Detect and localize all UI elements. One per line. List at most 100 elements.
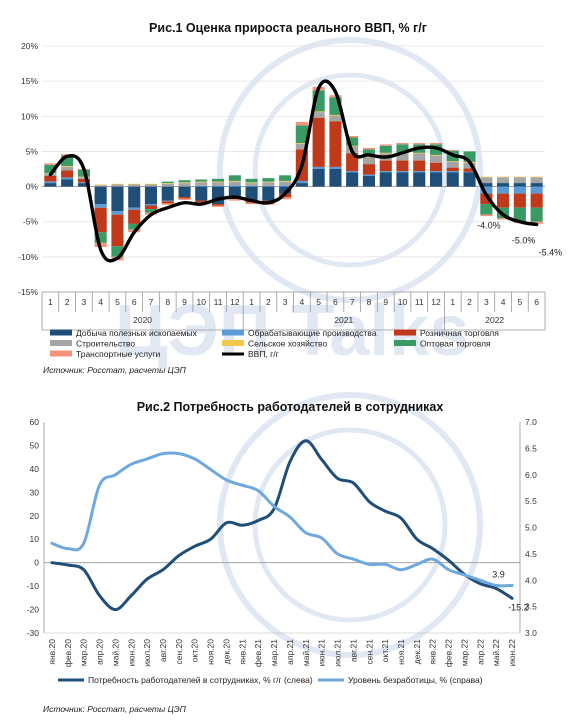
chart2-legend-label: Потребность работодателей в сотрудниках,… <box>88 675 313 685</box>
chart1-bar-segment <box>94 204 107 208</box>
chart1-bar-segment <box>44 181 57 184</box>
chart1-bar-segment <box>497 218 510 220</box>
chart2-x-tick: апр.20 <box>95 639 105 665</box>
chart2-x-tick: май.22 <box>491 639 501 666</box>
chart1-x-tick: 6 <box>132 297 137 307</box>
chart1-x-tick: 8 <box>165 297 170 307</box>
chart1-bar-segment <box>61 179 74 187</box>
chart1-x-tick: 5 <box>316 297 321 307</box>
chart1-bar-segment <box>195 186 208 201</box>
chart1-bar-segment <box>262 186 275 201</box>
chart1-bar-segment <box>144 186 157 205</box>
chart1-bar-segment <box>413 152 426 154</box>
chart1-bar-segment <box>245 202 258 205</box>
chart1-bar-segment <box>413 171 426 173</box>
chart1-bar-segment <box>379 152 392 154</box>
chart2-legend-label: Уровень безработицы, % (справа) <box>348 675 483 685</box>
chart1-bar-segment <box>362 176 375 187</box>
chart1-bar-segment <box>44 183 57 187</box>
chart1-bar-segment <box>245 185 258 187</box>
chart1-bar-segment <box>379 144 392 146</box>
chart1-gdp-line <box>48 79 539 263</box>
chart1-bar-segment <box>396 160 409 172</box>
chart2-line-unemployment <box>50 451 514 588</box>
chart1-bar-segment <box>228 181 241 186</box>
chart1-bar-segment <box>128 184 141 187</box>
chart1-legend-label: Оптовая торговля <box>420 339 491 349</box>
chart2-right-axis: 3.0 3.5 4.0 4.5 5.0 5.5 6.0 6.5 7.0 <box>525 417 537 638</box>
chart2-x-tick: янв.22 <box>428 639 438 665</box>
chart1-grid <box>42 45 545 293</box>
chart2-source: Источник: Росстат, расчеты ЦЭП <box>43 704 187 714</box>
chart1-bar-segment <box>530 183 543 187</box>
chart1-bar-segment <box>346 171 359 173</box>
chart2-x-tick: апр.21 <box>285 639 295 665</box>
chart2-x-tick: июн.21 <box>317 639 327 667</box>
chart1-bar-segment <box>413 143 426 145</box>
chart1-bar-segment <box>128 223 141 230</box>
chart1-bar-segment <box>480 177 493 183</box>
chart1-bar-segment <box>61 166 74 167</box>
chart1-bar-segment <box>161 186 174 201</box>
chart1-source: Источник: Росстат, расчеты ЦЭП <box>43 365 187 375</box>
chart1-legend-swatch <box>222 329 244 336</box>
chart1-x-tick: 7 <box>350 297 355 307</box>
chart2-right-tick: 6.0 <box>525 470 537 480</box>
chart1-bar-segment <box>346 172 359 187</box>
chart1-bar-segment <box>245 182 258 184</box>
chart1-x-tick: 1 <box>249 297 254 307</box>
chart1-x-tick: 3 <box>484 297 489 307</box>
chart2-x-tick: май.21 <box>301 639 311 666</box>
chart1-data-label: -4.0% <box>477 221 501 231</box>
chart1-x-tick: 2 <box>65 297 70 307</box>
chart1-bar-segment <box>346 145 359 147</box>
chart1-x-tick: 12 <box>230 297 240 307</box>
chart1-bar-segment <box>463 151 476 162</box>
chart1-bar-segment <box>446 167 459 172</box>
chart1-bar-segment <box>144 184 157 187</box>
chart2-legend: Потребность работодателей в сотрудниках,… <box>58 675 483 685</box>
chart1-bar-segment <box>77 177 90 179</box>
chart2-data-label: 3.9 <box>492 570 505 580</box>
chart1-bar-segment <box>161 183 174 184</box>
chart2-x-tick: окт.21 <box>380 639 390 663</box>
chart2-x-tick: ноя.21 <box>396 639 406 665</box>
chart1-bar-segment <box>497 177 510 183</box>
chart1-bars <box>44 86 543 261</box>
chart2-right-tick: 4.5 <box>525 549 537 559</box>
chart1-bar-segment <box>346 153 359 172</box>
chart1-legend-swatch <box>394 329 416 336</box>
chart1-bar-segment <box>144 183 157 185</box>
chart2-x-tick: дек.21 <box>412 639 422 664</box>
chart1-bar-segment <box>178 197 191 199</box>
chart2-x-tick: авг.21 <box>348 639 358 662</box>
chart1-bar-segment <box>463 162 476 169</box>
chart1-bar-segment <box>144 209 157 213</box>
chart1-y-tick: 10% <box>21 111 38 121</box>
chart1-bar-segment <box>228 175 241 181</box>
chart2-x-tick: мар.20 <box>79 639 89 666</box>
chart1-x-tick: 2 <box>266 297 271 307</box>
chart1-bar-segment <box>362 149 375 157</box>
chart1-bar-segment <box>212 205 225 207</box>
chart1-bar-segment <box>530 193 543 208</box>
chart1-bar-segment <box>446 162 459 168</box>
chart1-x-axis: 1 2 3 4 5 6 7 8 9 10 11 12 1 2 3 4 5 6 7 8 9 10 11 12 1 2 3 4 5 62020… <box>41 291 546 331</box>
chart1-bar-segment <box>212 178 225 182</box>
chart2-left-tick: 40 <box>30 464 40 474</box>
chart1-bar-segment <box>111 186 124 212</box>
chart2-left-tick: -20 <box>27 605 40 615</box>
chart1-bar-segment <box>329 114 342 116</box>
chart1-bar-segment <box>161 200 174 202</box>
chart2-right-tick: 4.0 <box>525 575 537 585</box>
chart2-x-tick: фев.20 <box>63 639 73 667</box>
chart1-bar-segment <box>128 183 141 185</box>
chart1-bar-segment <box>463 172 476 187</box>
chart1-bar-segment <box>530 177 543 183</box>
chart1-x-tick: 12 <box>431 297 441 307</box>
chart1-bar-segment <box>212 182 225 186</box>
chart1-y-tick: 5% <box>26 146 39 156</box>
chart1-bar-segment <box>312 117 325 167</box>
chart1-x-tick: 3 <box>82 297 87 307</box>
